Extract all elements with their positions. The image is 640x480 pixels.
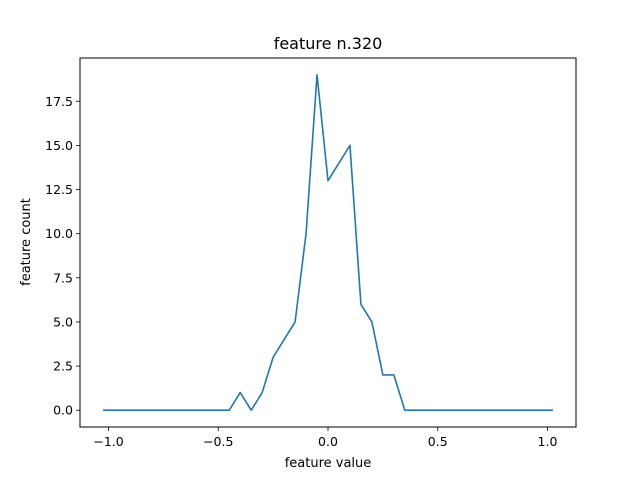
y-tick-label: 5.0 bbox=[53, 314, 73, 329]
x-axis-label: feature value bbox=[285, 456, 372, 471]
x-tick-label: −1.0 bbox=[93, 434, 123, 449]
y-tick-label: 15.0 bbox=[45, 138, 73, 153]
y-tick-label: 2.5 bbox=[53, 359, 73, 374]
y-tick-label: 0.0 bbox=[53, 403, 73, 418]
plot-area bbox=[103, 73, 553, 412]
x-tick-label: −0.5 bbox=[203, 434, 233, 449]
y-tick-label: 17.5 bbox=[45, 94, 73, 109]
x-tick-label: 0.5 bbox=[428, 434, 448, 449]
chart-title: feature n.320 bbox=[274, 34, 383, 53]
series-line-0 bbox=[103, 73, 553, 412]
y-axis-label: feature count bbox=[19, 198, 34, 286]
y-tick-label: 7.5 bbox=[53, 270, 73, 285]
x-tick-label: 1.0 bbox=[538, 434, 558, 449]
y-tick-label: 12.5 bbox=[45, 182, 73, 197]
x-tick-label: 0.0 bbox=[318, 434, 338, 449]
y-tick-label: 10.0 bbox=[45, 226, 73, 241]
